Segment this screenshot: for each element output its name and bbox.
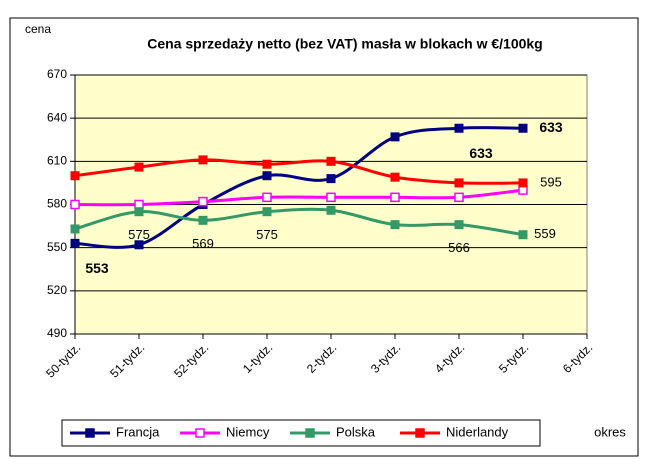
marker: [326, 205, 336, 215]
legend-marker: [195, 428, 205, 438]
data-label: 559: [534, 226, 556, 241]
marker: [326, 192, 336, 203]
marker: [262, 207, 272, 217]
series-line: [74, 207, 524, 237]
marker: [518, 230, 528, 240]
legend-marker: [415, 428, 425, 438]
marker: [134, 162, 144, 172]
marker: [326, 174, 336, 184]
y-tick-label: 670: [47, 67, 67, 81]
marker: [70, 171, 80, 181]
marker: [262, 192, 272, 203]
marker: [70, 224, 80, 234]
y-tick-label: 550: [47, 240, 67, 254]
marker: [262, 171, 272, 181]
y-axis-label: cena: [25, 22, 51, 36]
marker: [198, 155, 208, 165]
data-label: 595: [540, 174, 562, 189]
y-tick-label: 640: [47, 110, 67, 124]
marker: [390, 220, 400, 230]
marker: [134, 207, 144, 217]
data-label: 569: [192, 236, 214, 251]
data-label: 575: [256, 227, 278, 242]
marker: [326, 156, 336, 166]
marker: [518, 178, 528, 188]
marker: [70, 238, 80, 248]
data-label: 633: [469, 145, 493, 161]
marker: [454, 220, 464, 230]
marker: [198, 196, 208, 207]
marker: [134, 240, 144, 250]
data-label: 633: [539, 119, 563, 135]
marker: [390, 172, 400, 182]
legend-marker: [85, 428, 95, 438]
marker: [390, 132, 400, 142]
y-tick-label: 520: [47, 283, 67, 297]
marker: [454, 178, 464, 188]
legend-label: Polska: [336, 424, 376, 439]
marker: [262, 159, 272, 169]
legend-label: Niemcy: [226, 424, 270, 439]
legend-marker: [305, 428, 315, 438]
marker: [454, 123, 464, 133]
y-tick-label: 610: [47, 154, 67, 168]
chart-title: Cena sprzedaży netto (bez VAT) masła w b…: [147, 36, 543, 52]
marker: [70, 199, 80, 210]
marker: [198, 215, 208, 225]
data-label: 575: [128, 227, 150, 242]
series-line: [74, 126, 524, 249]
series-line: [74, 158, 524, 185]
legend-label: Niderlandy: [446, 424, 509, 439]
data-label: 566: [448, 240, 470, 255]
marker: [454, 192, 464, 203]
legend-label: Francja: [116, 424, 160, 439]
series-line: [74, 188, 524, 207]
marker: [390, 192, 400, 203]
y-tick-label: 580: [47, 197, 67, 211]
data-label: 553: [85, 260, 109, 276]
marker: [518, 123, 528, 133]
y-tick-label: 490: [47, 326, 67, 340]
x-axis-label: okres: [594, 424, 626, 439]
